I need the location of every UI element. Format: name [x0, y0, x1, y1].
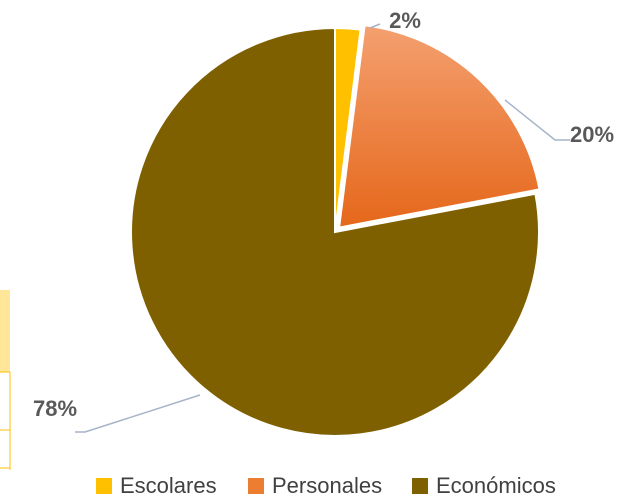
leader-line — [504, 99, 570, 141]
table-fragment — [0, 290, 11, 470]
data-label: 20% — [570, 122, 614, 147]
legend-swatch — [248, 478, 264, 494]
pie-slice — [337, 24, 541, 229]
pie-slice — [130, 26, 540, 437]
leader-line — [75, 394, 201, 433]
data-label: 2% — [389, 8, 421, 33]
legend-swatch — [96, 478, 112, 494]
legend-label: Económicos — [436, 473, 556, 498]
legend-label: Escolares — [120, 473, 217, 498]
legend-swatch — [412, 478, 428, 494]
data-label: 78% — [33, 396, 77, 421]
leader-line — [369, 23, 381, 29]
legend-label: Personales — [272, 473, 382, 498]
